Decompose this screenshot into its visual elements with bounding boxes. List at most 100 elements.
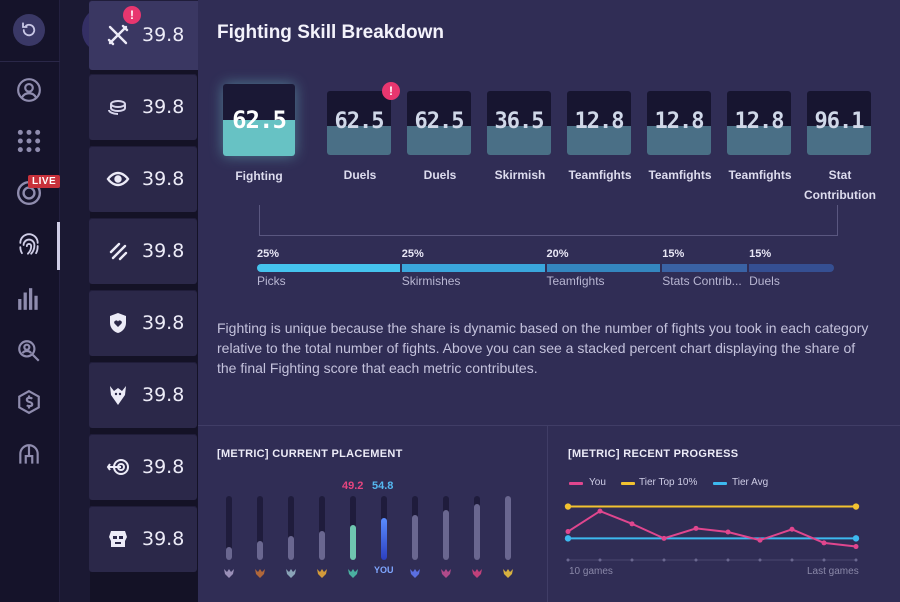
stats-icon[interactable]: [14, 284, 44, 314]
placement-bar: [505, 496, 511, 560]
crossed-swords-icon: [104, 21, 132, 49]
rank-emblem-icon: [285, 565, 297, 578]
share-percent: 25%: [401, 248, 424, 260]
x-end-label: Last games: [807, 566, 859, 577]
x-tick: [662, 558, 666, 562]
x-tick: [758, 558, 762, 562]
metric-fill: [407, 126, 471, 155]
share-segment[interactable]: [401, 264, 545, 272]
skill-card-versatility[interactable]: 39.8: [89, 506, 197, 572]
helmet-icon[interactable]: [14, 440, 44, 470]
refresh-button[interactable]: [13, 14, 45, 46]
skill-card-vision[interactable]: 39.8: [89, 146, 197, 212]
fingerprint-icon[interactable]: [14, 230, 44, 260]
metric-label: Skirmish: [494, 168, 546, 182]
placement-bar: [412, 496, 418, 560]
placement-bar-fill: [288, 535, 294, 560]
metric-score-box: 12.8: [567, 91, 631, 155]
skill-value: 39.8: [142, 168, 185, 190]
data-point: [597, 508, 603, 514]
legend-you-swatch: [569, 482, 583, 485]
legend-avg: Tier Avg: [732, 477, 769, 488]
skill-list: 39.8 ! 39.8 39.8 39.8 39.8 39.8 39: [89, 0, 203, 602]
metric-label: Duels: [343, 168, 377, 182]
rank-emblem-icon: [471, 565, 483, 578]
metric-card[interactable]: 62.5 Fighting: [223, 84, 295, 186]
metric-score-box: 12.8: [727, 91, 791, 155]
metric-fill: [487, 126, 551, 155]
metric-value: 62.5: [232, 106, 287, 134]
placement-bar: [443, 496, 449, 560]
search-user-icon[interactable]: [14, 336, 44, 366]
skill-card-aggression[interactable]: 39.8: [89, 218, 197, 284]
metric-value: 62.5: [414, 109, 465, 134]
skill-card-objectives[interactable]: 39.8: [89, 362, 197, 428]
metric-card[interactable]: 12.8 Teamfights: [647, 91, 713, 185]
skill-breakdown-panel: Fighting Skill Breakdown 62.5 Fighting 6…: [198, 0, 900, 602]
dragon-crest-icon: [104, 381, 132, 409]
metric-label: Duels: [423, 168, 457, 182]
metric-card[interactable]: 62.5 Duels: [407, 91, 473, 185]
skill-value: 39.8: [142, 456, 185, 478]
data-point: [853, 544, 859, 550]
data-point: [693, 525, 699, 531]
rank-emblem-icon: [316, 565, 328, 578]
shield-heart-icon: [104, 309, 132, 337]
metric-fill: [223, 120, 295, 156]
metric-label: Fighting: [235, 169, 283, 183]
skill-card-farming[interactable]: 39.8: [89, 434, 197, 500]
divider: [198, 425, 900, 426]
skill-card-gold[interactable]: 39.8: [89, 74, 197, 140]
divider: [547, 425, 548, 602]
share-segment[interactable]: [749, 264, 834, 272]
placement-bar: [319, 496, 325, 560]
share-label: Duels: [749, 274, 780, 288]
share-segment[interactable]: [662, 264, 748, 272]
metric-fill: [807, 126, 871, 155]
placement-bar-you: [381, 496, 387, 560]
skill-card-fighting[interactable]: 39.8 !: [89, 0, 203, 70]
x-tick: [598, 558, 602, 562]
metric-card[interactable]: 12.8 Teamfights: [727, 91, 793, 185]
profile-icon[interactable]: [14, 75, 44, 105]
placement-bar-fill: [381, 518, 387, 560]
target-arrow-icon: [104, 453, 132, 481]
share-segment[interactable]: [257, 264, 400, 272]
legend-top10: Tier Top 10%: [639, 477, 698, 488]
rank-emblem-icon: [223, 565, 235, 578]
metric-fill: [727, 126, 791, 155]
skill-value: 39.8: [142, 312, 185, 334]
metric-card[interactable]: 12.8 Teamfights: [567, 91, 633, 185]
robot-mask-icon: [104, 525, 132, 553]
share-segment[interactable]: [546, 264, 661, 272]
metric-card[interactable]: 62.5 Duels: [327, 91, 393, 185]
data-point: [629, 521, 635, 527]
metric-card[interactable]: 96.1 Stat Contribution: [804, 91, 876, 205]
data-point: [852, 503, 860, 510]
placement-you-label: YOU: [374, 565, 394, 575]
progress-title: [METRIC] RECENT PROGRESS: [568, 448, 739, 460]
metric-card[interactable]: 36.5 Skirmish: [487, 91, 553, 185]
metric-label: Stat Contribution: [804, 168, 876, 202]
x-tick: [630, 558, 634, 562]
apps-icon[interactable]: [14, 126, 44, 156]
placement-you-value: 54.8: [372, 480, 394, 492]
share-percent: 20%: [546, 248, 569, 260]
currency-icon[interactable]: [14, 387, 44, 417]
skill-card-survivability[interactable]: 39.8: [89, 290, 197, 356]
placement-title: [METRIC] CURRENT PLACEMENT: [217, 448, 403, 460]
placement-bar: [257, 496, 263, 560]
coins-icon: [104, 93, 132, 121]
sidebar-top: [0, 0, 60, 62]
metric-value: 96.1: [814, 109, 865, 134]
skill-value: 39.8: [142, 528, 185, 550]
share-bracket: [259, 205, 838, 236]
share-percent: 15%: [662, 248, 685, 260]
x-tick: [822, 558, 826, 562]
placement-bar: [474, 496, 480, 560]
metric-fill: [567, 126, 631, 155]
metric-score-box: 36.5: [487, 91, 551, 155]
metric-label: Teamfights: [648, 168, 712, 182]
data-point: [565, 529, 571, 535]
placement-bar-fill: [412, 515, 418, 560]
